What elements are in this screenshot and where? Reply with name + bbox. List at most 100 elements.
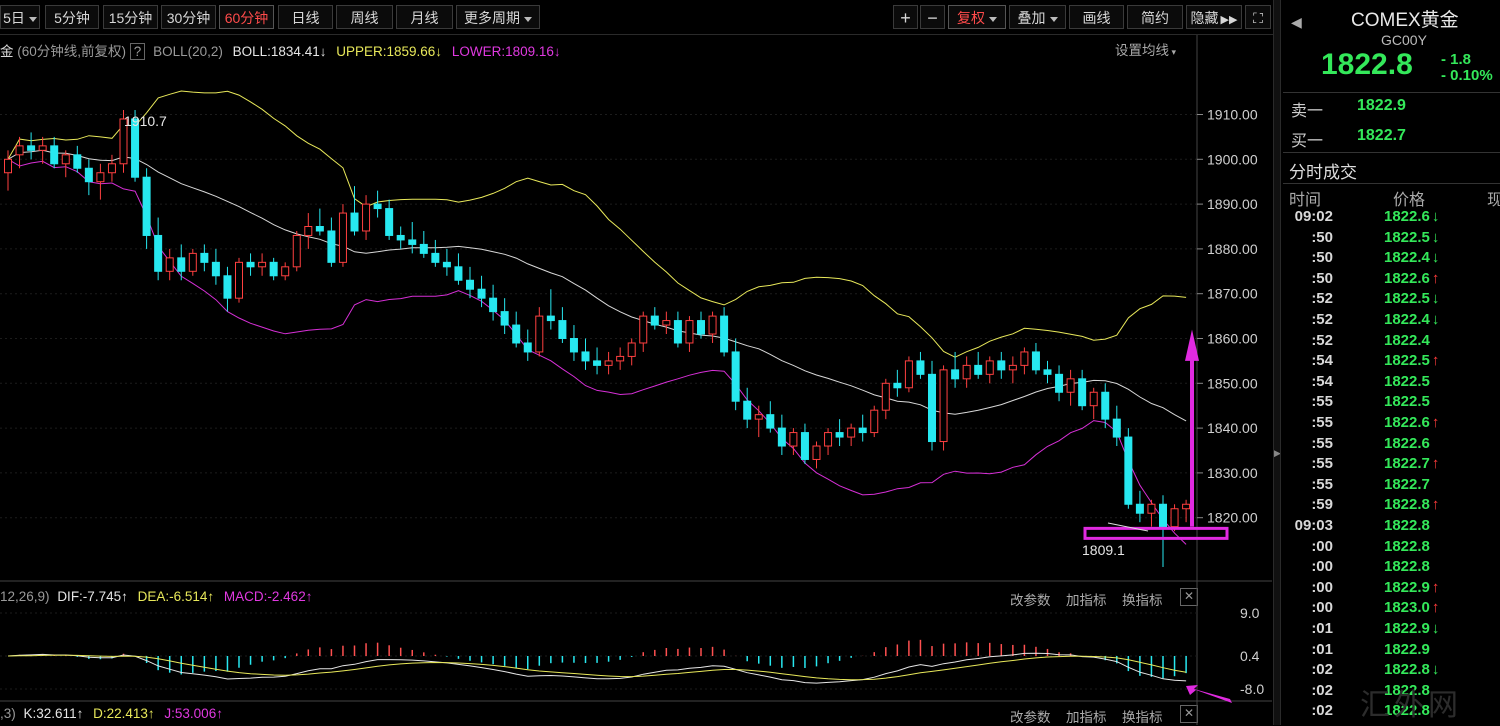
arrow-down-icon: ↓: [1431, 249, 1440, 267]
candle: [824, 428, 833, 455]
overlay-button[interactable]: 叠加: [1009, 5, 1066, 29]
tick-price: 1822.8: [1384, 517, 1430, 534]
tick-time: :52: [1311, 290, 1333, 308]
dea-value: DEA:-6.514: [137, 589, 208, 604]
candle: [985, 356, 994, 384]
sell-label: 卖一: [1291, 103, 1324, 120]
adjust-label: 复权: [957, 10, 985, 26]
col-time-header: 时间: [1289, 192, 1322, 209]
tick-row: :59 1822.8 ↑: [1288, 496, 1500, 517]
y-tick-label: 1870.00: [1207, 286, 1258, 302]
period-60min[interactable]: 60分钟: [219, 5, 274, 29]
fullscreen-icon[interactable]: ⛶: [1245, 5, 1271, 29]
candle: [73, 145, 82, 173]
boll-name: BOLL(20,2): [153, 44, 223, 59]
candle: [870, 405, 879, 438]
dea-line: [7, 654, 1187, 681]
tick-price: 1822.8 ↑: [1384, 496, 1440, 514]
y-tick-label: 1830.00: [1207, 465, 1258, 481]
tick-time: :00: [1311, 558, 1333, 576]
d-value: D:22.413: [93, 706, 148, 721]
period-week[interactable]: 周线: [336, 5, 393, 29]
candle: [396, 226, 405, 249]
tick-time: :55: [1311, 475, 1333, 493]
tick-price: 1822.4: [1384, 331, 1430, 349]
candle: [546, 289, 555, 330]
collapse-icon[interactable]: ▶: [1274, 448, 1281, 458]
tick-time: :55: [1311, 455, 1333, 473]
sell-price: 1822.9: [1357, 97, 1406, 114]
kdj-switch-indicator-button[interactable]: 换指标: [1122, 710, 1163, 725]
tick-row: :01 1822.9 ↓: [1288, 620, 1500, 641]
period-5day[interactable]: 5日: [0, 5, 40, 29]
tick-row: :54 1822.5 ↑: [1288, 352, 1500, 373]
macd-switch-indicator-button[interactable]: 换指标: [1122, 593, 1163, 608]
macd-change-param-button[interactable]: 改参数: [1010, 593, 1051, 608]
tick-price: 1822.4 ↓: [1384, 311, 1440, 328]
period-more[interactable]: 更多周期: [456, 5, 540, 29]
back-arrow-icon[interactable]: ◀: [1291, 14, 1302, 30]
lower-value: LOWER:1809.16: [451, 44, 554, 59]
arrow-up-icon: ↑: [1431, 352, 1440, 370]
ticks-title[interactable]: 分时成交: [1289, 163, 1357, 182]
hide-button[interactable]: 隐藏 ▶▶: [1186, 5, 1242, 29]
tick-row: :52 1822.5 ↓: [1288, 290, 1500, 311]
y-tick-label: 1850.00: [1207, 375, 1258, 391]
y-tick-label: 1880.00: [1207, 241, 1258, 257]
tick-price: 1822.9 ↓: [1384, 620, 1440, 637]
candle: [1043, 360, 1052, 384]
candle: [685, 316, 694, 352]
panel-splitter[interactable]: ▶: [1273, 0, 1281, 725]
candle: [84, 159, 93, 196]
arrow-up-icon: ↑: [207, 589, 215, 604]
period-15min[interactable]: 15分钟: [103, 5, 158, 29]
ma-settings-button[interactable]: 设置均线 ▾: [1115, 39, 1176, 59]
macd-params: 12,26,9): [0, 589, 50, 604]
tick-price: 1822.8: [1384, 537, 1430, 555]
macd-panel: 9.0 0.4 -8.0: [0, 605, 1264, 703]
tick-time: :50: [1311, 249, 1333, 267]
tick-price: 1822.7 ↑: [1384, 455, 1440, 473]
tick-time: :02: [1311, 661, 1333, 679]
tick-row: :54 1822.5: [1288, 373, 1500, 394]
kdj-add-indicator-button[interactable]: 加指标: [1066, 710, 1107, 725]
chevron-down-icon: [28, 16, 37, 22]
tick-price: 1822.5 ↓: [1384, 290, 1440, 308]
pointer-arrow-icon: [1186, 685, 1232, 703]
candle: [581, 338, 590, 370]
macd-add-indicator-button[interactable]: 加指标: [1066, 593, 1107, 608]
arrow-up-icon: ↑: [121, 589, 128, 604]
zoom-in-button[interactable]: +: [893, 5, 918, 29]
kdj-change-param-button[interactable]: 改参数: [1010, 710, 1051, 725]
candle: [211, 248, 220, 285]
arrow-down-icon: ↓: [1431, 311, 1440, 328]
price-grid: [0, 35, 1272, 725]
up-arrow-icon: [1185, 329, 1199, 527]
candle: [1089, 387, 1098, 420]
price-chart[interactable]: 9.00.4-8.0 1820.001830.001840.001850.001…: [0, 35, 1272, 725]
draw-line-button[interactable]: 画线: [1069, 5, 1124, 29]
simple-mode-button[interactable]: 简约: [1127, 5, 1183, 29]
support-box: [1083, 526, 1229, 540]
y-tick-label: 1820.00: [1207, 510, 1258, 526]
period-5min[interactable]: 5分钟: [45, 5, 99, 29]
candle: [708, 311, 717, 343]
candle: [235, 257, 243, 303]
period-day[interactable]: 日线: [278, 5, 333, 29]
candle: [604, 351, 613, 375]
candle: [1159, 495, 1167, 567]
tick-time: :02: [1311, 681, 1333, 699]
period-month[interactable]: 月线: [396, 5, 453, 29]
tick-price: 1822.5 ↑: [1384, 352, 1440, 370]
tick-row: :00 1822.8: [1288, 538, 1500, 559]
help-icon[interactable]: ?: [129, 43, 146, 60]
candle: [419, 230, 428, 258]
arrow-down-icon: ↓: [1431, 661, 1440, 679]
zoom-out-button[interactable]: −: [920, 5, 945, 29]
candle: [800, 423, 809, 464]
adjust-button[interactable]: 复权: [948, 5, 1006, 29]
period-30min[interactable]: 30分钟: [161, 5, 216, 29]
col-price-header: 价格: [1393, 192, 1426, 209]
arrow-down-icon: ↓: [1431, 290, 1440, 308]
upper-value: UPPER:1859.66: [336, 44, 436, 59]
